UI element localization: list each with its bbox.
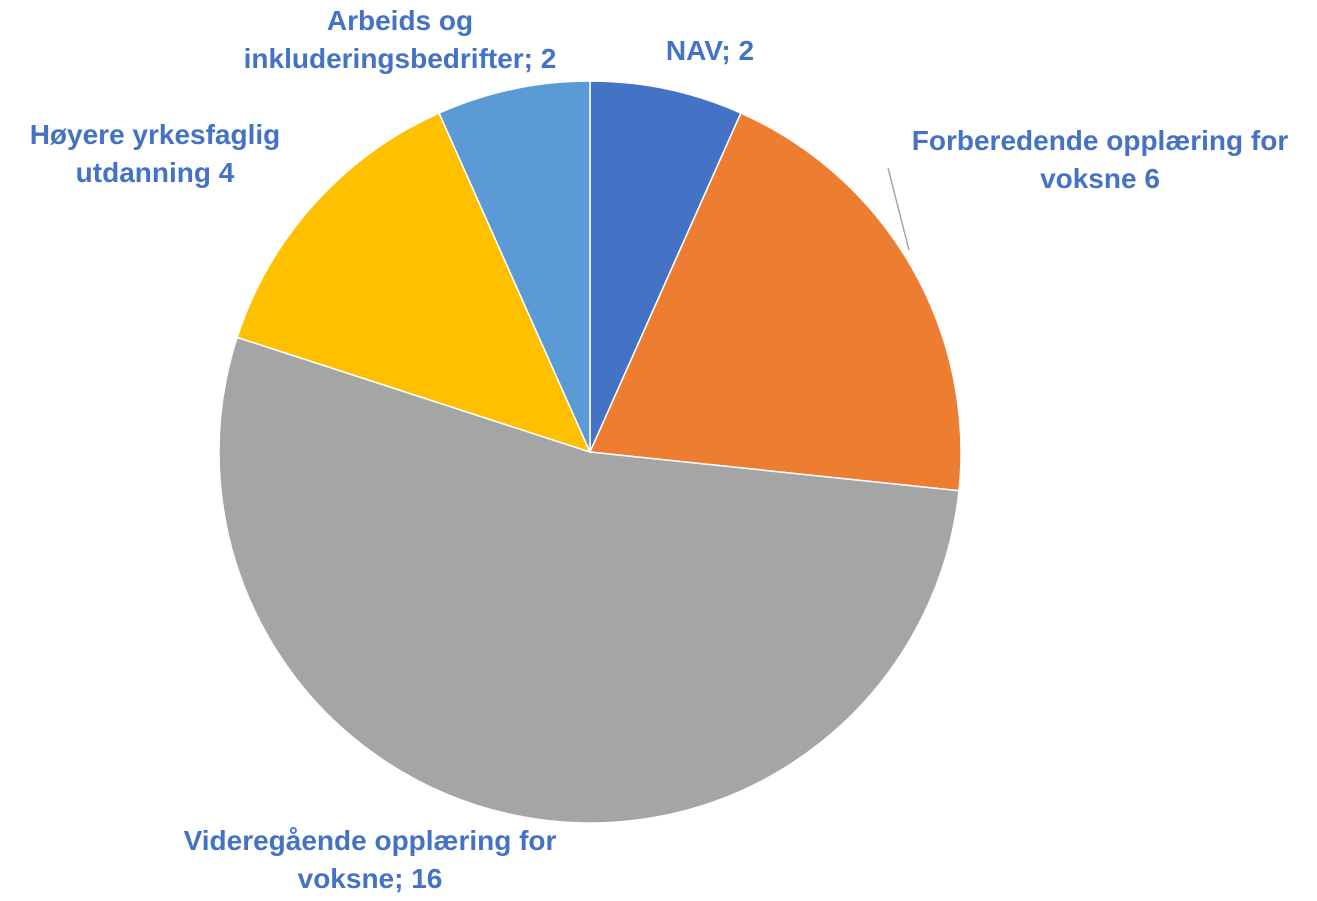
data-label-line: Arbeids og <box>326 5 474 36</box>
pie-slice-nav <box>589 80 742 453</box>
data-label-line: Forberedende opplæring for <box>911 125 1289 156</box>
leader-line-forberedende-opplaering <box>887 167 910 251</box>
data-label-videregaende-opplaering: Videregående opplæring for voksne; 16 <box>150 822 590 898</box>
pie-slice-arbeids-og-inkludering <box>438 80 591 453</box>
pie-slice-hoyere-yrkesfaglig <box>236 112 592 454</box>
data-label-line: inkluderingsbedrifter; 2 <box>243 43 557 74</box>
data-label-line: Videregående opplæring for <box>183 825 557 856</box>
pie-slice-videregaende-opplaering <box>218 336 960 824</box>
data-label-line: NAV; 2 <box>665 35 755 66</box>
pie-slice-forberedende-opplaering <box>588 112 962 492</box>
data-label-arbeids-og-inkludering: Arbeids og inkluderingsbedrifter; 2 <box>220 2 580 78</box>
data-label-forberedende-opplaering: Forberedende opplæring for voksne 6 <box>880 122 1317 198</box>
data-label-nav: NAV; 2 <box>640 32 780 70</box>
data-label-line: utdanning 4 <box>75 157 235 188</box>
data-label-line: voksne 6 <box>1040 163 1160 194</box>
data-label-line: Høyere yrkesfaglig <box>29 119 281 150</box>
data-label-line: voksne; 16 <box>297 863 443 894</box>
data-label-hoyere-yrkesfaglig: Høyere yrkesfaglig utdanning 4 <box>0 116 310 192</box>
